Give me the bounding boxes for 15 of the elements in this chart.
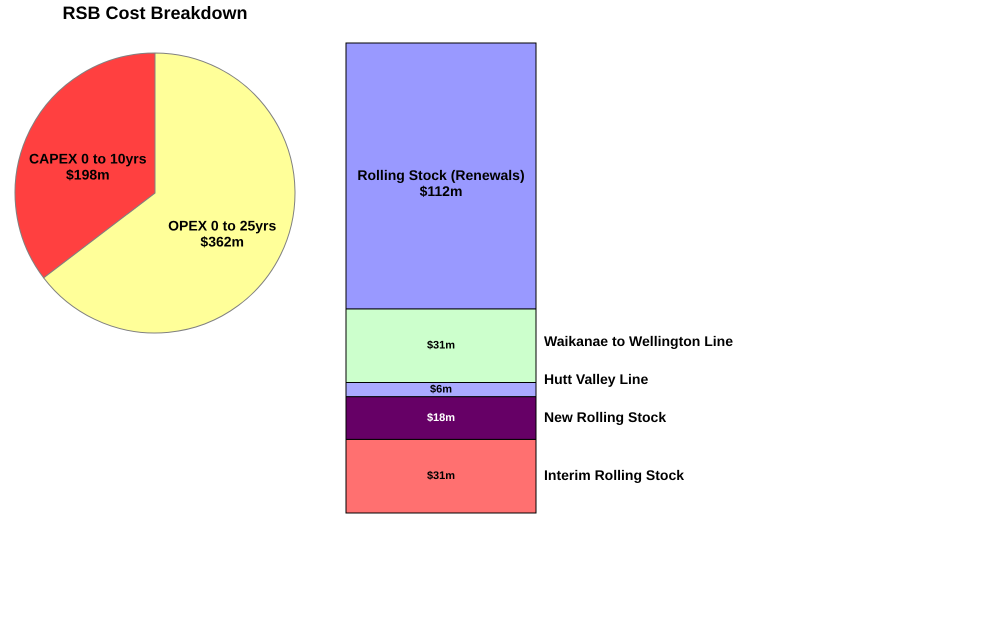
chart-title: RSB Cost Breakdown: [62, 3, 248, 23]
data-label: $6m: [430, 384, 452, 396]
series-label: Interim Rolling Stock: [544, 467, 684, 484]
series-label: Waikanae to Wellington Line: [544, 333, 734, 350]
data-label: $18m: [426, 412, 456, 424]
series-label: Rolling Stock (Renewals): [357, 166, 525, 183]
data-label: $198m: [66, 166, 110, 183]
slice-label: CAPEX 0 to 10yrs: [29, 150, 147, 167]
data-label: $362m: [200, 233, 244, 250]
data-label: $31m: [426, 470, 456, 482]
data-label: $112m: [420, 182, 462, 199]
series-label: Hutt Valley Line: [544, 371, 648, 388]
series-label: New Rolling Stock: [544, 409, 666, 426]
data-label: $31m: [426, 340, 456, 352]
slice-label: OPEX 0 to 25yrs: [168, 217, 276, 234]
